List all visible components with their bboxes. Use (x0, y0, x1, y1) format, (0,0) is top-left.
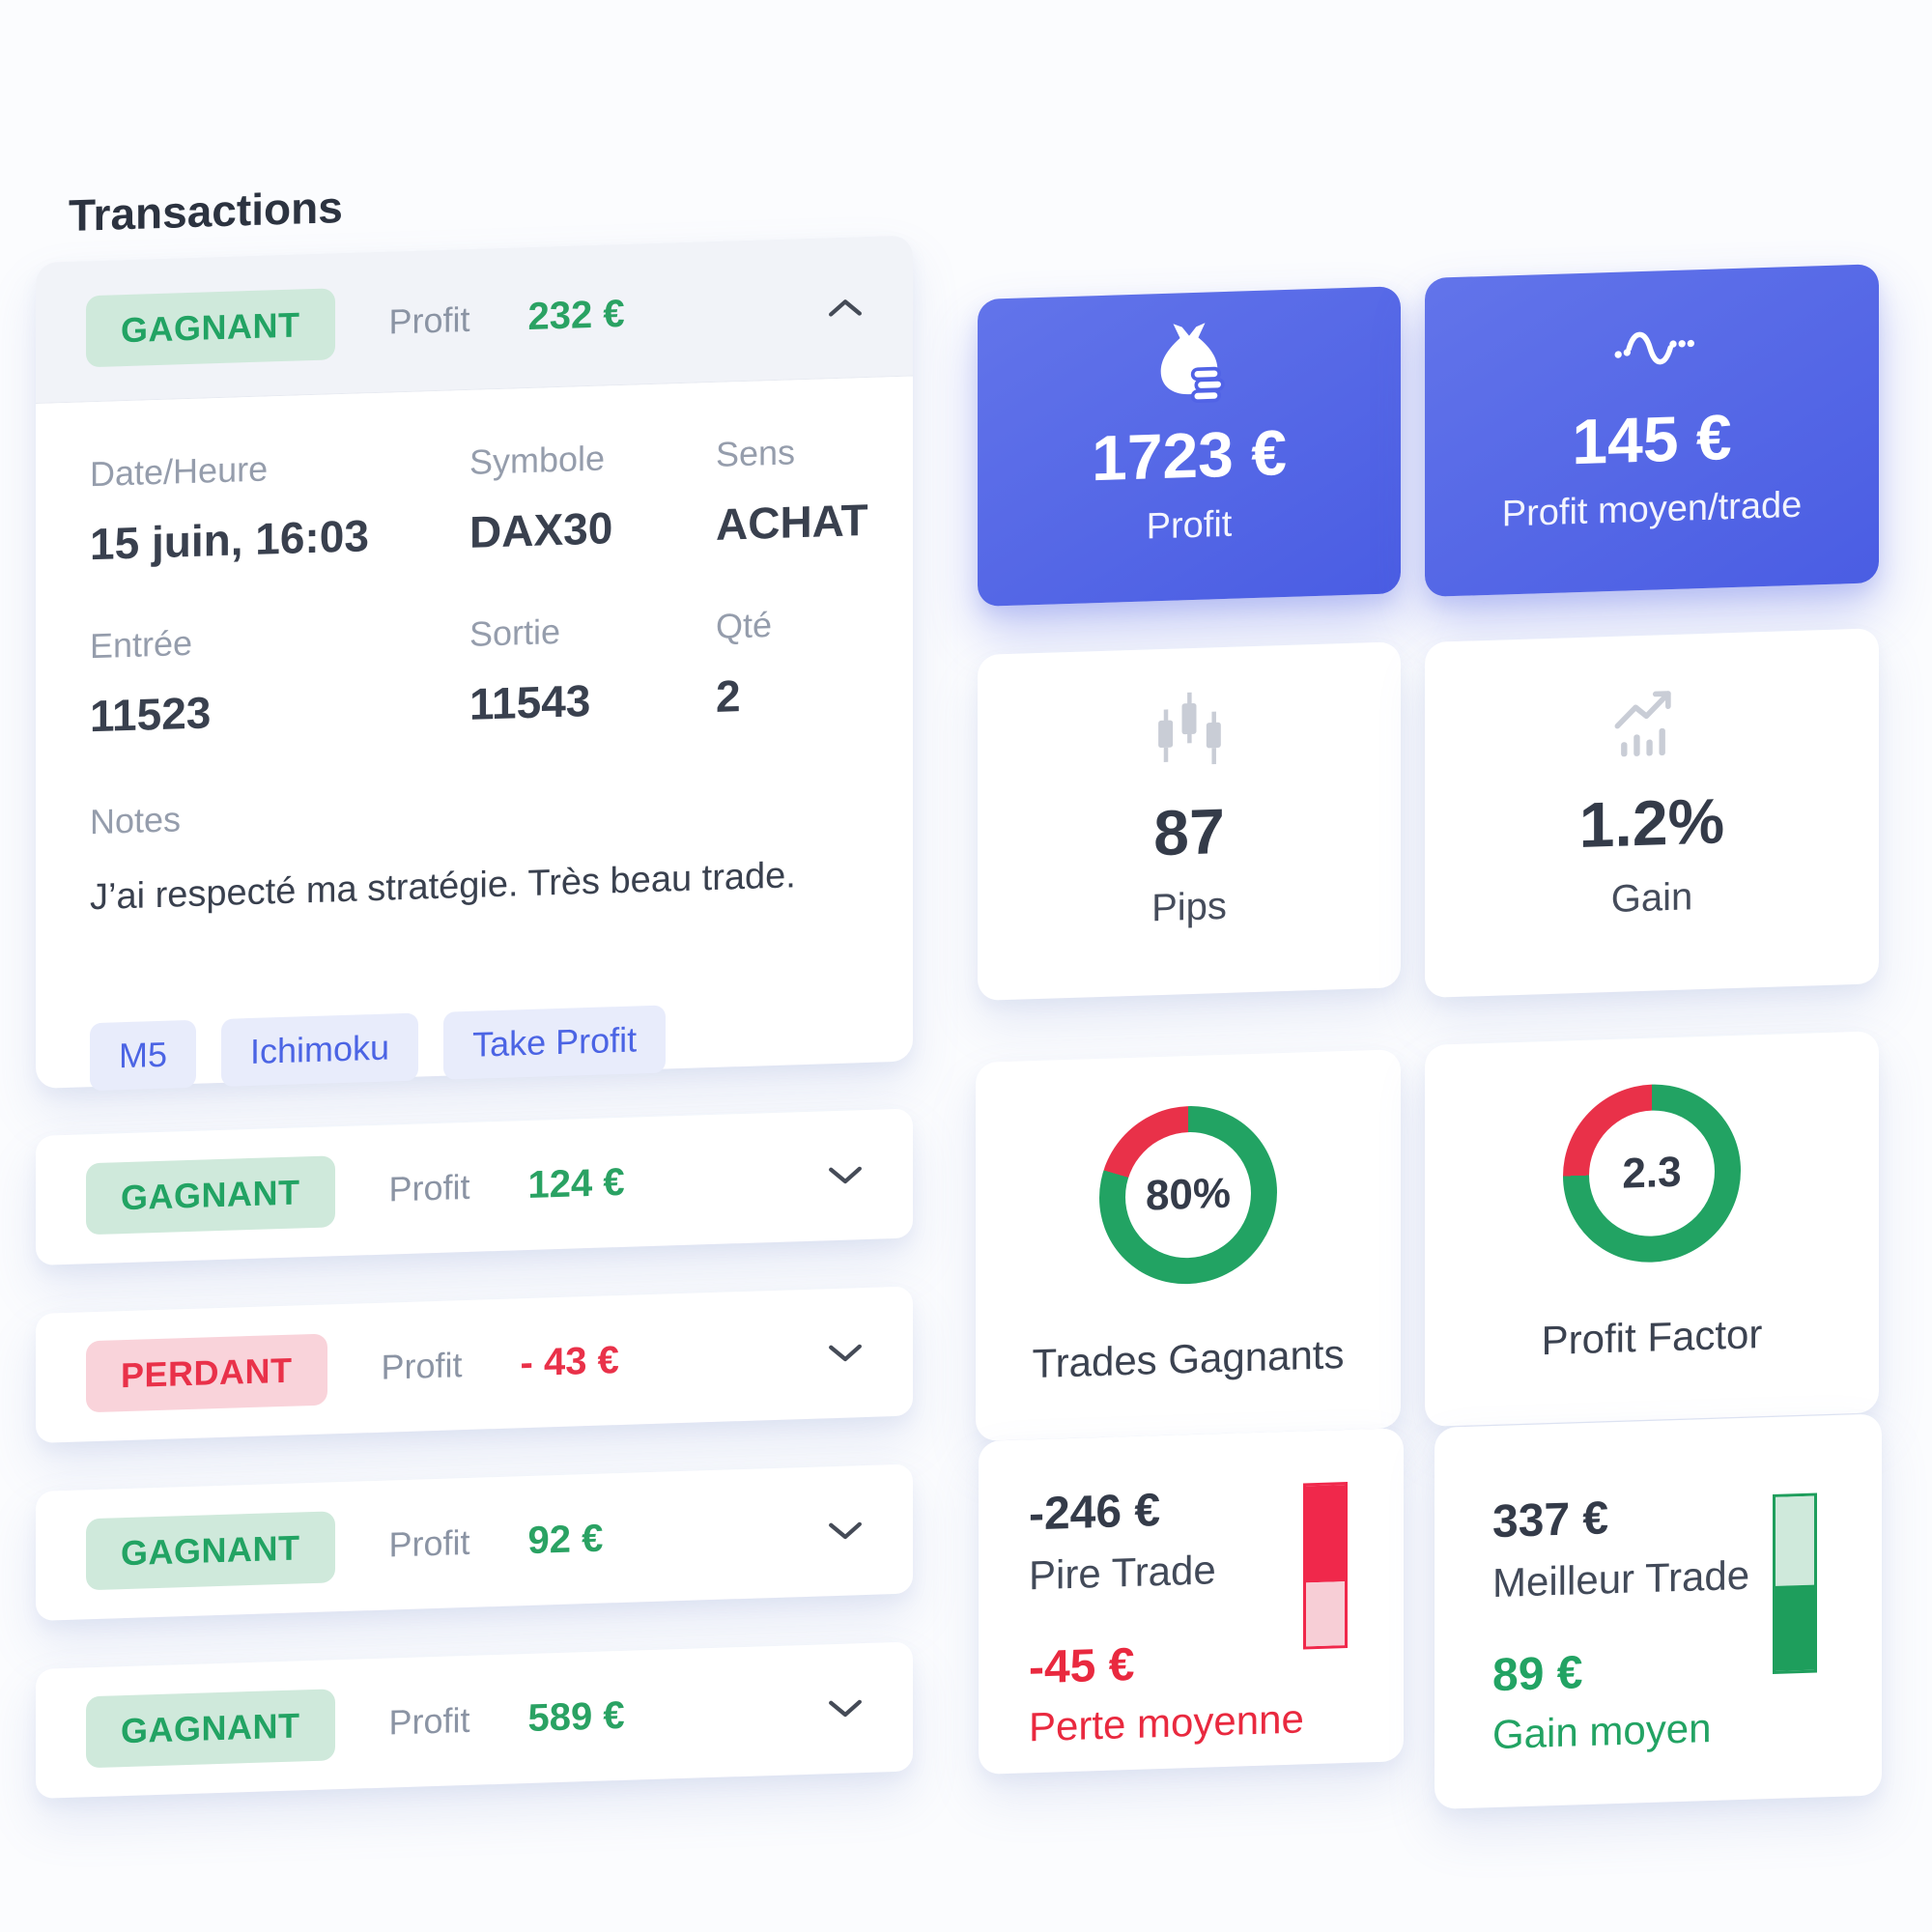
donut-value: 80% (1145, 1169, 1232, 1220)
field-label: Entrée (90, 622, 193, 667)
average-gain-label: Gain moyen (1492, 1704, 1712, 1758)
profit-label: Profit (388, 298, 470, 342)
trending-up-icon (1606, 678, 1697, 768)
profit-label: Profit (388, 1166, 470, 1209)
field-qty: Qté 2 (716, 602, 859, 723)
stat-card-profit-factor: 2.3 Profit Factor (1425, 1031, 1879, 1427)
average-loss-label: Perte moyenne (1029, 1695, 1304, 1750)
transaction-card-expanded: GAGNANT Profit 232 € Date/Heure 15 juin,… (36, 235, 913, 1092)
profit-value: 92 € (527, 1517, 604, 1562)
expand-button[interactable] (828, 1342, 863, 1364)
tag-chip[interactable]: M5 (90, 1019, 197, 1092)
transaction-row[interactable]: PERDANT Profit - 43 € (36, 1286, 913, 1443)
status-badge: GAGNANT (86, 1689, 335, 1769)
stat-card-total-profit: 1723 € Profit (978, 286, 1401, 607)
status-badge: GAGNANT (86, 1511, 335, 1591)
field-symbol: Symbole DAX30 (469, 435, 716, 558)
stat-value: 1.2% (1578, 784, 1725, 861)
status-badge: PERDANT (86, 1333, 327, 1413)
profit-label: Profit (388, 1521, 470, 1565)
field-entry: Entrée 11523 (90, 614, 469, 742)
stat-card-win-rate: 80% Trades Gagnants (976, 1049, 1401, 1441)
chevron-up-icon (828, 298, 863, 322)
field-value: 11543 (469, 674, 591, 729)
stat-value: 87 (1153, 794, 1225, 869)
profit-factor-donut: 2.3 (1563, 1081, 1741, 1265)
status-badge: GAGNANT (86, 287, 335, 367)
field-date: Date/Heure 15 juin, 16:03 (90, 442, 469, 570)
field-value: DAX30 (469, 502, 613, 557)
win-rate-donut: 80% (1099, 1103, 1277, 1287)
chevron-down-icon (828, 1521, 863, 1545)
field-label: Sortie (469, 611, 561, 654)
average-gain-value: 89 € (1492, 1647, 1583, 1702)
transaction-row[interactable]: GAGNANT Profit 124 € (36, 1108, 913, 1265)
field-exit: Sortie 11543 (469, 607, 716, 730)
field-side: Sens ACHAT (716, 430, 868, 551)
gain-ratio-bar (1773, 1492, 1817, 1675)
profit-label: Profit (388, 1699, 470, 1743)
field-value: 15 juin, 16:03 (90, 510, 369, 570)
expand-button[interactable] (828, 1520, 863, 1542)
stat-label: Profit (1146, 503, 1233, 548)
field-label: Sens (716, 432, 796, 474)
best-trade-value: 337 € (1492, 1492, 1609, 1548)
transaction-row[interactable]: GAGNANT Profit 589 € (36, 1641, 913, 1799)
stat-card-pips: 87 Pips (978, 641, 1401, 1001)
status-badge: GAGNANT (86, 1155, 335, 1236)
field-label: Symbole (469, 438, 606, 482)
best-trade-label: Meilleur Trade (1492, 1551, 1750, 1606)
stat-label: Profit Factor (1541, 1311, 1763, 1364)
loss-ratio-bar (1303, 1481, 1348, 1650)
field-value: 2 (716, 670, 741, 722)
money-bag-icon (1147, 319, 1232, 407)
chevron-down-icon (828, 1699, 863, 1722)
wave-icon (1609, 302, 1694, 390)
stat-label: Pips (1151, 884, 1227, 930)
candlestick-icon (1144, 688, 1235, 778)
profit-label: Profit (381, 1345, 463, 1387)
stat-label: Trades Gagnants (1032, 1331, 1345, 1387)
stat-card-best-trade: 337 € Meilleur Trade 89 € Gain moyen (1435, 1413, 1882, 1809)
stat-card-worst-trade: -246 € Pire Trade -45 € Perte moyenne (979, 1428, 1404, 1775)
profit-value: 124 € (527, 1160, 625, 1207)
field-label: Date/Heure (90, 448, 269, 495)
tag-list: M5 Ichimoku Take Profit (90, 999, 859, 1092)
donut-value: 2.3 (1622, 1148, 1682, 1198)
transaction-header[interactable]: GAGNANT Profit 232 € (36, 235, 913, 404)
collapse-button[interactable] (828, 297, 863, 319)
profit-value: 589 € (527, 1693, 625, 1740)
stat-card-gain: 1.2% Gain (1425, 628, 1879, 998)
transaction-details: Date/Heure 15 juin, 16:03 Symbole DAX30 … (36, 376, 913, 1093)
tag-chip[interactable]: Ichimoku (221, 1012, 419, 1087)
stat-value: 1723 € (1092, 415, 1287, 495)
notes-text: J’ai respecté ma stratégie. Très beau tr… (90, 855, 796, 919)
page-title: Transactions (69, 182, 343, 241)
chevron-down-icon (828, 1344, 863, 1367)
stat-label: Gain (1610, 875, 1693, 921)
expand-button[interactable] (828, 1697, 863, 1719)
stat-card-average-profit: 145 € Profit moyen/trade (1425, 264, 1879, 597)
notes-label: Notes (90, 799, 182, 842)
profit-value: - 43 € (520, 1338, 619, 1384)
profit-value: 232 € (527, 292, 625, 338)
stat-label: Profit moyen/trade (1501, 484, 1803, 535)
stat-value: 145 € (1572, 401, 1732, 478)
tag-chip[interactable]: Take Profit (443, 1005, 667, 1080)
field-label: Qté (716, 605, 773, 646)
field-value: ACHAT (716, 494, 868, 550)
field-value: 11523 (90, 687, 212, 742)
expand-button[interactable] (828, 1164, 863, 1186)
transaction-row[interactable]: GAGNANT Profit 92 € (36, 1463, 913, 1621)
chevron-down-icon (828, 1166, 863, 1189)
